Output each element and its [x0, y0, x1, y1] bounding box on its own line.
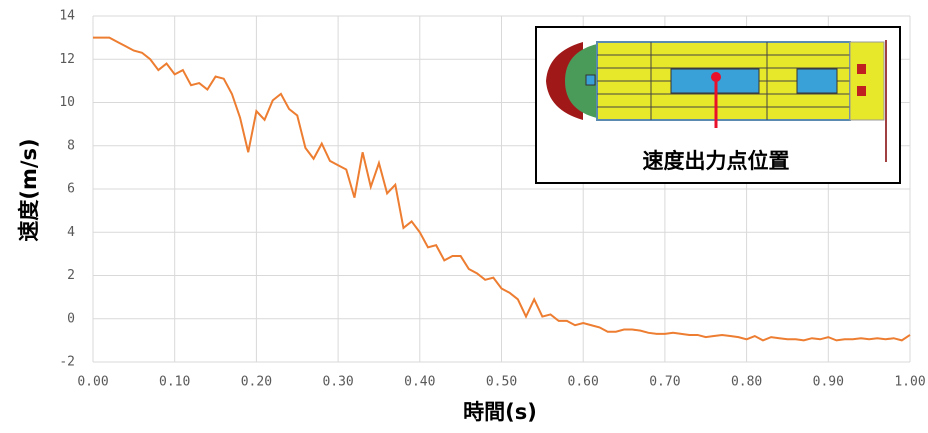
x-tick-label: 1.00: [894, 375, 925, 390]
annotation: 速度出力点位置: [643, 149, 790, 173]
x-tick-label: 0.00: [77, 375, 108, 390]
y-tick-label: 0: [67, 311, 75, 326]
inset: 速度出力点位置: [535, 26, 901, 184]
x-tick-label: 0.60: [568, 375, 599, 390]
x-tick-label: 0.70: [649, 375, 680, 390]
y-tick-label: 4: [67, 225, 75, 240]
x-tick-label: 0.30: [322, 375, 353, 390]
hatch: [796, 68, 838, 94]
deck-lines: [597, 42, 850, 120]
y-tick-label: 8: [67, 138, 75, 153]
y-tick-label: -2: [59, 355, 75, 370]
y-tick-label: 14: [59, 9, 75, 24]
y-axis-label: 速度(m/s): [17, 138, 41, 241]
block: [857, 64, 866, 74]
stern: [849, 41, 885, 121]
hatch: [585, 74, 596, 86]
line: [93, 36, 911, 342]
x-tick-label: 0.40: [404, 375, 435, 390]
x-tick-label: 0.80: [731, 375, 762, 390]
output-point: [711, 72, 721, 82]
block: [857, 86, 866, 96]
x-tick-label: 0.20: [241, 375, 272, 390]
x-tick-label: 0.10: [159, 375, 190, 390]
x-tick-label: 0.90: [813, 375, 844, 390]
y-tick-label: 12: [59, 52, 75, 67]
y-tick-label: 10: [59, 95, 75, 110]
bow-deck: [565, 44, 597, 118]
x-axis-label: 時間(s): [463, 400, 537, 424]
x-tick-label: 0.50: [486, 375, 517, 390]
y-tick-label: 6: [67, 182, 75, 197]
y-tick-label: 2: [67, 268, 75, 283]
